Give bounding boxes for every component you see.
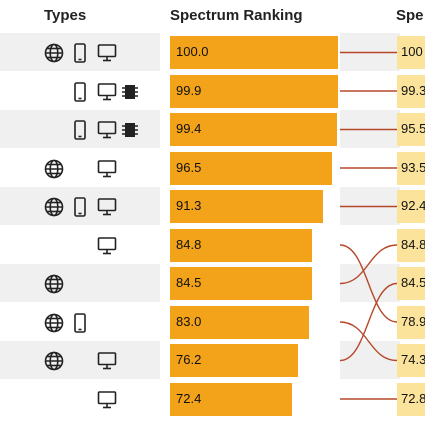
ranking-bar — [170, 190, 324, 223]
table-row[interactable]: 100.0 100 — [0, 33, 425, 71]
ranking-value: 96.5 — [176, 159, 202, 175]
desktop-icon — [97, 390, 117, 415]
table-row[interactable]: 84.8 84.8 — [0, 226, 425, 264]
right-column-header[interactable]: Spe — [396, 7, 424, 24]
table-row[interactable]: 72.4 72.8 — [0, 380, 425, 418]
row-band — [0, 380, 160, 418]
row-band — [0, 33, 160, 71]
right-rank-value: 99.3 — [401, 82, 425, 98]
ranking-value: 83.0 — [176, 313, 202, 329]
ranking-bar — [170, 228, 313, 262]
right-rank-value: 95.5 — [401, 121, 425, 136]
desktop-icon — [97, 236, 117, 261]
phone-icon — [74, 197, 86, 222]
row-band-right — [340, 33, 400, 71]
chip-icon — [122, 82, 138, 107]
globe-icon — [44, 159, 64, 184]
right-rank-value: 100 — [401, 44, 423, 59]
right-rank-value: 78.9 — [401, 313, 425, 329]
ranking-value: 84.5 — [176, 275, 202, 290]
globe-icon — [44, 43, 64, 68]
ranking-value: 72.4 — [176, 390, 202, 406]
desktop-icon — [97, 43, 117, 68]
row-band-right — [340, 110, 400, 148]
desktop-icon — [97, 159, 117, 184]
ranking-bar — [170, 267, 312, 300]
row-band-right — [340, 264, 400, 302]
row-band — [0, 149, 160, 187]
row-band-right — [340, 341, 400, 379]
right-rank-box — [397, 113, 425, 146]
right-rank-box — [397, 74, 425, 108]
right-rank-box — [397, 36, 425, 69]
right-rank-box — [397, 151, 425, 185]
chip-icon — [122, 120, 138, 145]
ranking-bar — [170, 305, 310, 339]
table-row[interactable]: 84.5 84.5 — [0, 264, 425, 302]
globe-icon — [44, 313, 64, 338]
right-rank-value: 84.8 — [401, 236, 425, 252]
table-row[interactable]: 91.3 92.4 — [0, 187, 425, 225]
right-rank-box — [397, 190, 425, 223]
phone-icon — [74, 81, 86, 107]
table-row[interactable]: 96.5 93.5 — [0, 149, 425, 187]
ranking-bar — [170, 382, 292, 416]
ranking-value: 99.9 — [176, 82, 202, 98]
row-band — [0, 341, 160, 379]
ranking-value: 84.8 — [176, 236, 202, 252]
phone-icon — [74, 43, 86, 68]
row-band — [0, 264, 160, 302]
ranking-bar — [170, 74, 338, 108]
table-header: Types Spectrum Ranking Spe — [0, 0, 425, 34]
ranking-bar — [170, 344, 299, 377]
desktop-icon — [97, 120, 117, 145]
row-band-right — [340, 303, 400, 341]
ranking-value: 91.3 — [176, 198, 202, 213]
right-rank-value: 72.8 — [401, 390, 425, 406]
globe-icon — [44, 274, 64, 299]
row-band-right — [340, 149, 400, 187]
right-rank-box — [397, 305, 425, 339]
right-rank-box — [397, 344, 425, 377]
row-band — [0, 226, 160, 264]
table-row[interactable]: 76.2 74.3 — [0, 341, 425, 379]
ranking-bar — [170, 151, 333, 185]
table-row[interactable]: 83.0 78.9 — [0, 303, 425, 341]
desktop-icon — [97, 197, 117, 222]
right-rank-value: 84.5 — [401, 275, 425, 290]
row-band — [0, 187, 160, 225]
phone-icon — [74, 120, 86, 145]
right-rank-box — [397, 382, 425, 416]
types-column-header[interactable]: Types — [44, 7, 87, 24]
ranking-bar — [170, 113, 337, 146]
right-rank-value: 93.5 — [401, 159, 425, 175]
globe-icon — [44, 197, 64, 222]
phone-icon — [74, 312, 86, 338]
ranking-value: 76.2 — [176, 352, 202, 367]
spectrum-ranking-column-header[interactable]: Spectrum Ranking — [170, 7, 303, 24]
ranking-bar — [170, 36, 338, 69]
table-row[interactable]: 99.4 95.5 — [0, 110, 425, 148]
globe-icon — [44, 351, 64, 376]
ranking-value: 100.0 — [176, 44, 209, 59]
right-rank-box — [397, 267, 425, 300]
right-rank-value: 92.4 — [401, 198, 425, 213]
table-row[interactable]: 99.9 99.3 — [0, 72, 425, 110]
ranking-value: 99.4 — [176, 121, 202, 136]
row-band-right — [340, 380, 400, 418]
desktop-icon — [97, 351, 117, 376]
row-band-right — [340, 72, 400, 110]
row-band-right — [340, 187, 400, 225]
row-band-right — [340, 226, 400, 264]
desktop-icon — [97, 82, 117, 107]
right-rank-value: 74.3 — [401, 352, 425, 367]
right-rank-box — [397, 228, 425, 262]
